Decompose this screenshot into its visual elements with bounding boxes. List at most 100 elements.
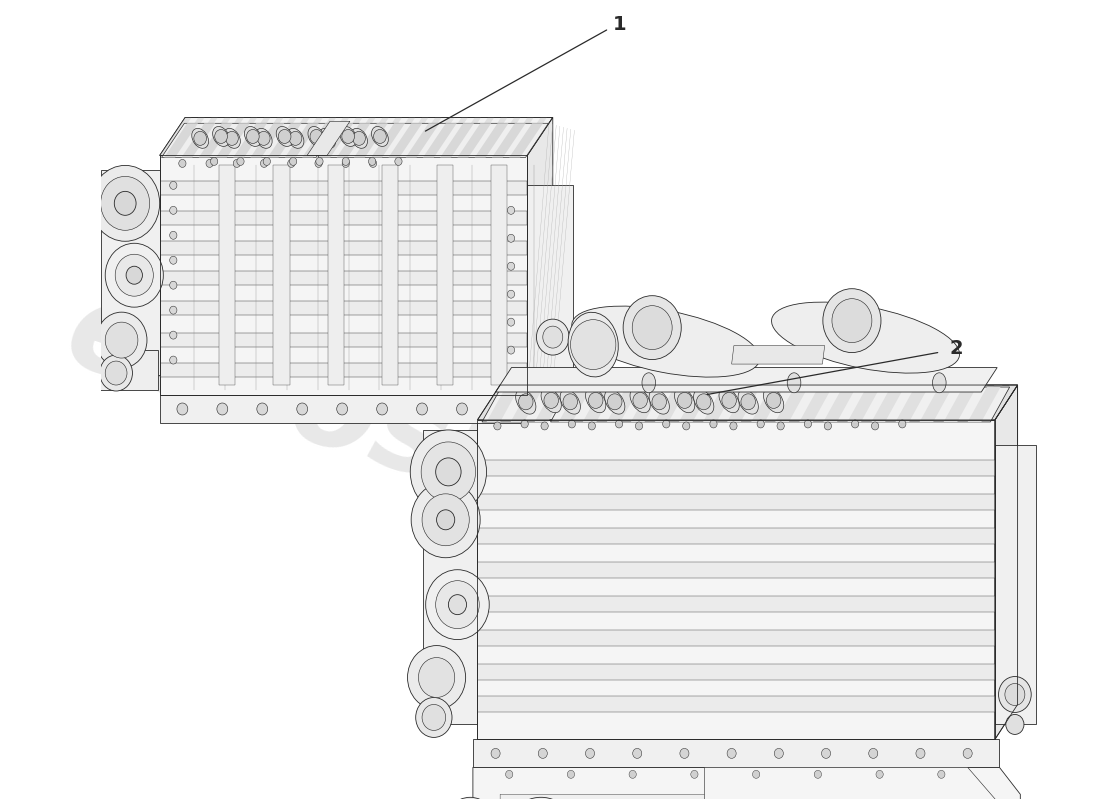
Circle shape: [169, 331, 177, 339]
Polygon shape: [822, 385, 853, 420]
Polygon shape: [942, 385, 972, 420]
Polygon shape: [182, 123, 216, 158]
Polygon shape: [882, 385, 913, 420]
Polygon shape: [477, 562, 994, 578]
Polygon shape: [473, 767, 1021, 800]
Circle shape: [937, 770, 945, 778]
Polygon shape: [424, 123, 456, 158]
Circle shape: [337, 403, 348, 415]
Polygon shape: [173, 118, 205, 155]
Circle shape: [636, 422, 642, 430]
Ellipse shape: [642, 373, 656, 393]
Polygon shape: [328, 166, 344, 385]
Polygon shape: [920, 387, 953, 422]
Ellipse shape: [763, 388, 783, 413]
Circle shape: [257, 131, 271, 146]
Circle shape: [1005, 714, 1024, 734]
Polygon shape: [354, 123, 387, 158]
Polygon shape: [212, 118, 244, 155]
Polygon shape: [477, 460, 994, 476]
Circle shape: [899, 420, 906, 428]
Ellipse shape: [649, 390, 670, 414]
Circle shape: [680, 748, 689, 758]
Circle shape: [507, 318, 515, 326]
Polygon shape: [507, 385, 538, 420]
Circle shape: [832, 298, 872, 342]
Polygon shape: [331, 118, 363, 155]
Polygon shape: [776, 387, 808, 422]
Text: 1: 1: [613, 15, 627, 34]
Circle shape: [585, 748, 594, 758]
Polygon shape: [957, 385, 988, 420]
Polygon shape: [896, 385, 927, 420]
Circle shape: [353, 131, 365, 146]
Ellipse shape: [191, 129, 209, 148]
Circle shape: [169, 356, 177, 364]
Circle shape: [233, 159, 241, 167]
Circle shape: [691, 770, 698, 778]
Polygon shape: [704, 767, 1004, 800]
Ellipse shape: [351, 129, 367, 148]
Polygon shape: [475, 123, 508, 158]
Circle shape: [256, 403, 267, 415]
Ellipse shape: [788, 373, 801, 393]
Circle shape: [710, 420, 717, 428]
Polygon shape: [552, 385, 583, 420]
Polygon shape: [912, 385, 943, 420]
Polygon shape: [199, 123, 232, 158]
Polygon shape: [717, 385, 748, 420]
Circle shape: [741, 394, 756, 410]
Polygon shape: [371, 118, 403, 155]
Ellipse shape: [605, 390, 625, 414]
Circle shape: [169, 256, 177, 264]
Circle shape: [449, 594, 466, 614]
Polygon shape: [679, 387, 712, 422]
Polygon shape: [672, 385, 703, 420]
Polygon shape: [358, 118, 389, 155]
Polygon shape: [473, 739, 1000, 767]
Circle shape: [246, 130, 260, 143]
Ellipse shape: [572, 306, 760, 377]
Circle shape: [456, 403, 468, 415]
Circle shape: [263, 158, 271, 166]
Polygon shape: [537, 385, 569, 420]
Circle shape: [814, 770, 822, 778]
Circle shape: [696, 394, 711, 410]
Circle shape: [289, 131, 301, 146]
Polygon shape: [160, 395, 527, 423]
Ellipse shape: [223, 129, 241, 148]
Circle shape: [851, 420, 859, 428]
Circle shape: [96, 312, 147, 368]
Ellipse shape: [771, 302, 959, 373]
Ellipse shape: [244, 126, 261, 146]
Polygon shape: [251, 123, 284, 158]
Text: a passion for: a passion for: [464, 554, 663, 616]
Circle shape: [422, 494, 470, 546]
Ellipse shape: [694, 390, 714, 414]
Polygon shape: [477, 663, 994, 679]
Circle shape: [101, 176, 150, 230]
Polygon shape: [436, 118, 468, 155]
Circle shape: [824, 422, 832, 430]
Polygon shape: [477, 528, 994, 544]
Circle shape: [752, 770, 760, 778]
Polygon shape: [239, 118, 271, 155]
Polygon shape: [733, 385, 763, 420]
Polygon shape: [410, 118, 441, 155]
Polygon shape: [344, 118, 376, 155]
Polygon shape: [160, 242, 527, 255]
Polygon shape: [867, 385, 898, 420]
Polygon shape: [371, 123, 405, 158]
Polygon shape: [267, 123, 301, 158]
Polygon shape: [160, 333, 527, 347]
Circle shape: [543, 393, 559, 408]
Polygon shape: [762, 385, 793, 420]
Polygon shape: [895, 387, 928, 422]
Circle shape: [437, 510, 454, 530]
Polygon shape: [216, 123, 250, 158]
Polygon shape: [458, 123, 492, 158]
Circle shape: [315, 159, 322, 167]
Polygon shape: [510, 387, 543, 422]
Polygon shape: [477, 630, 994, 646]
Circle shape: [623, 296, 681, 359]
